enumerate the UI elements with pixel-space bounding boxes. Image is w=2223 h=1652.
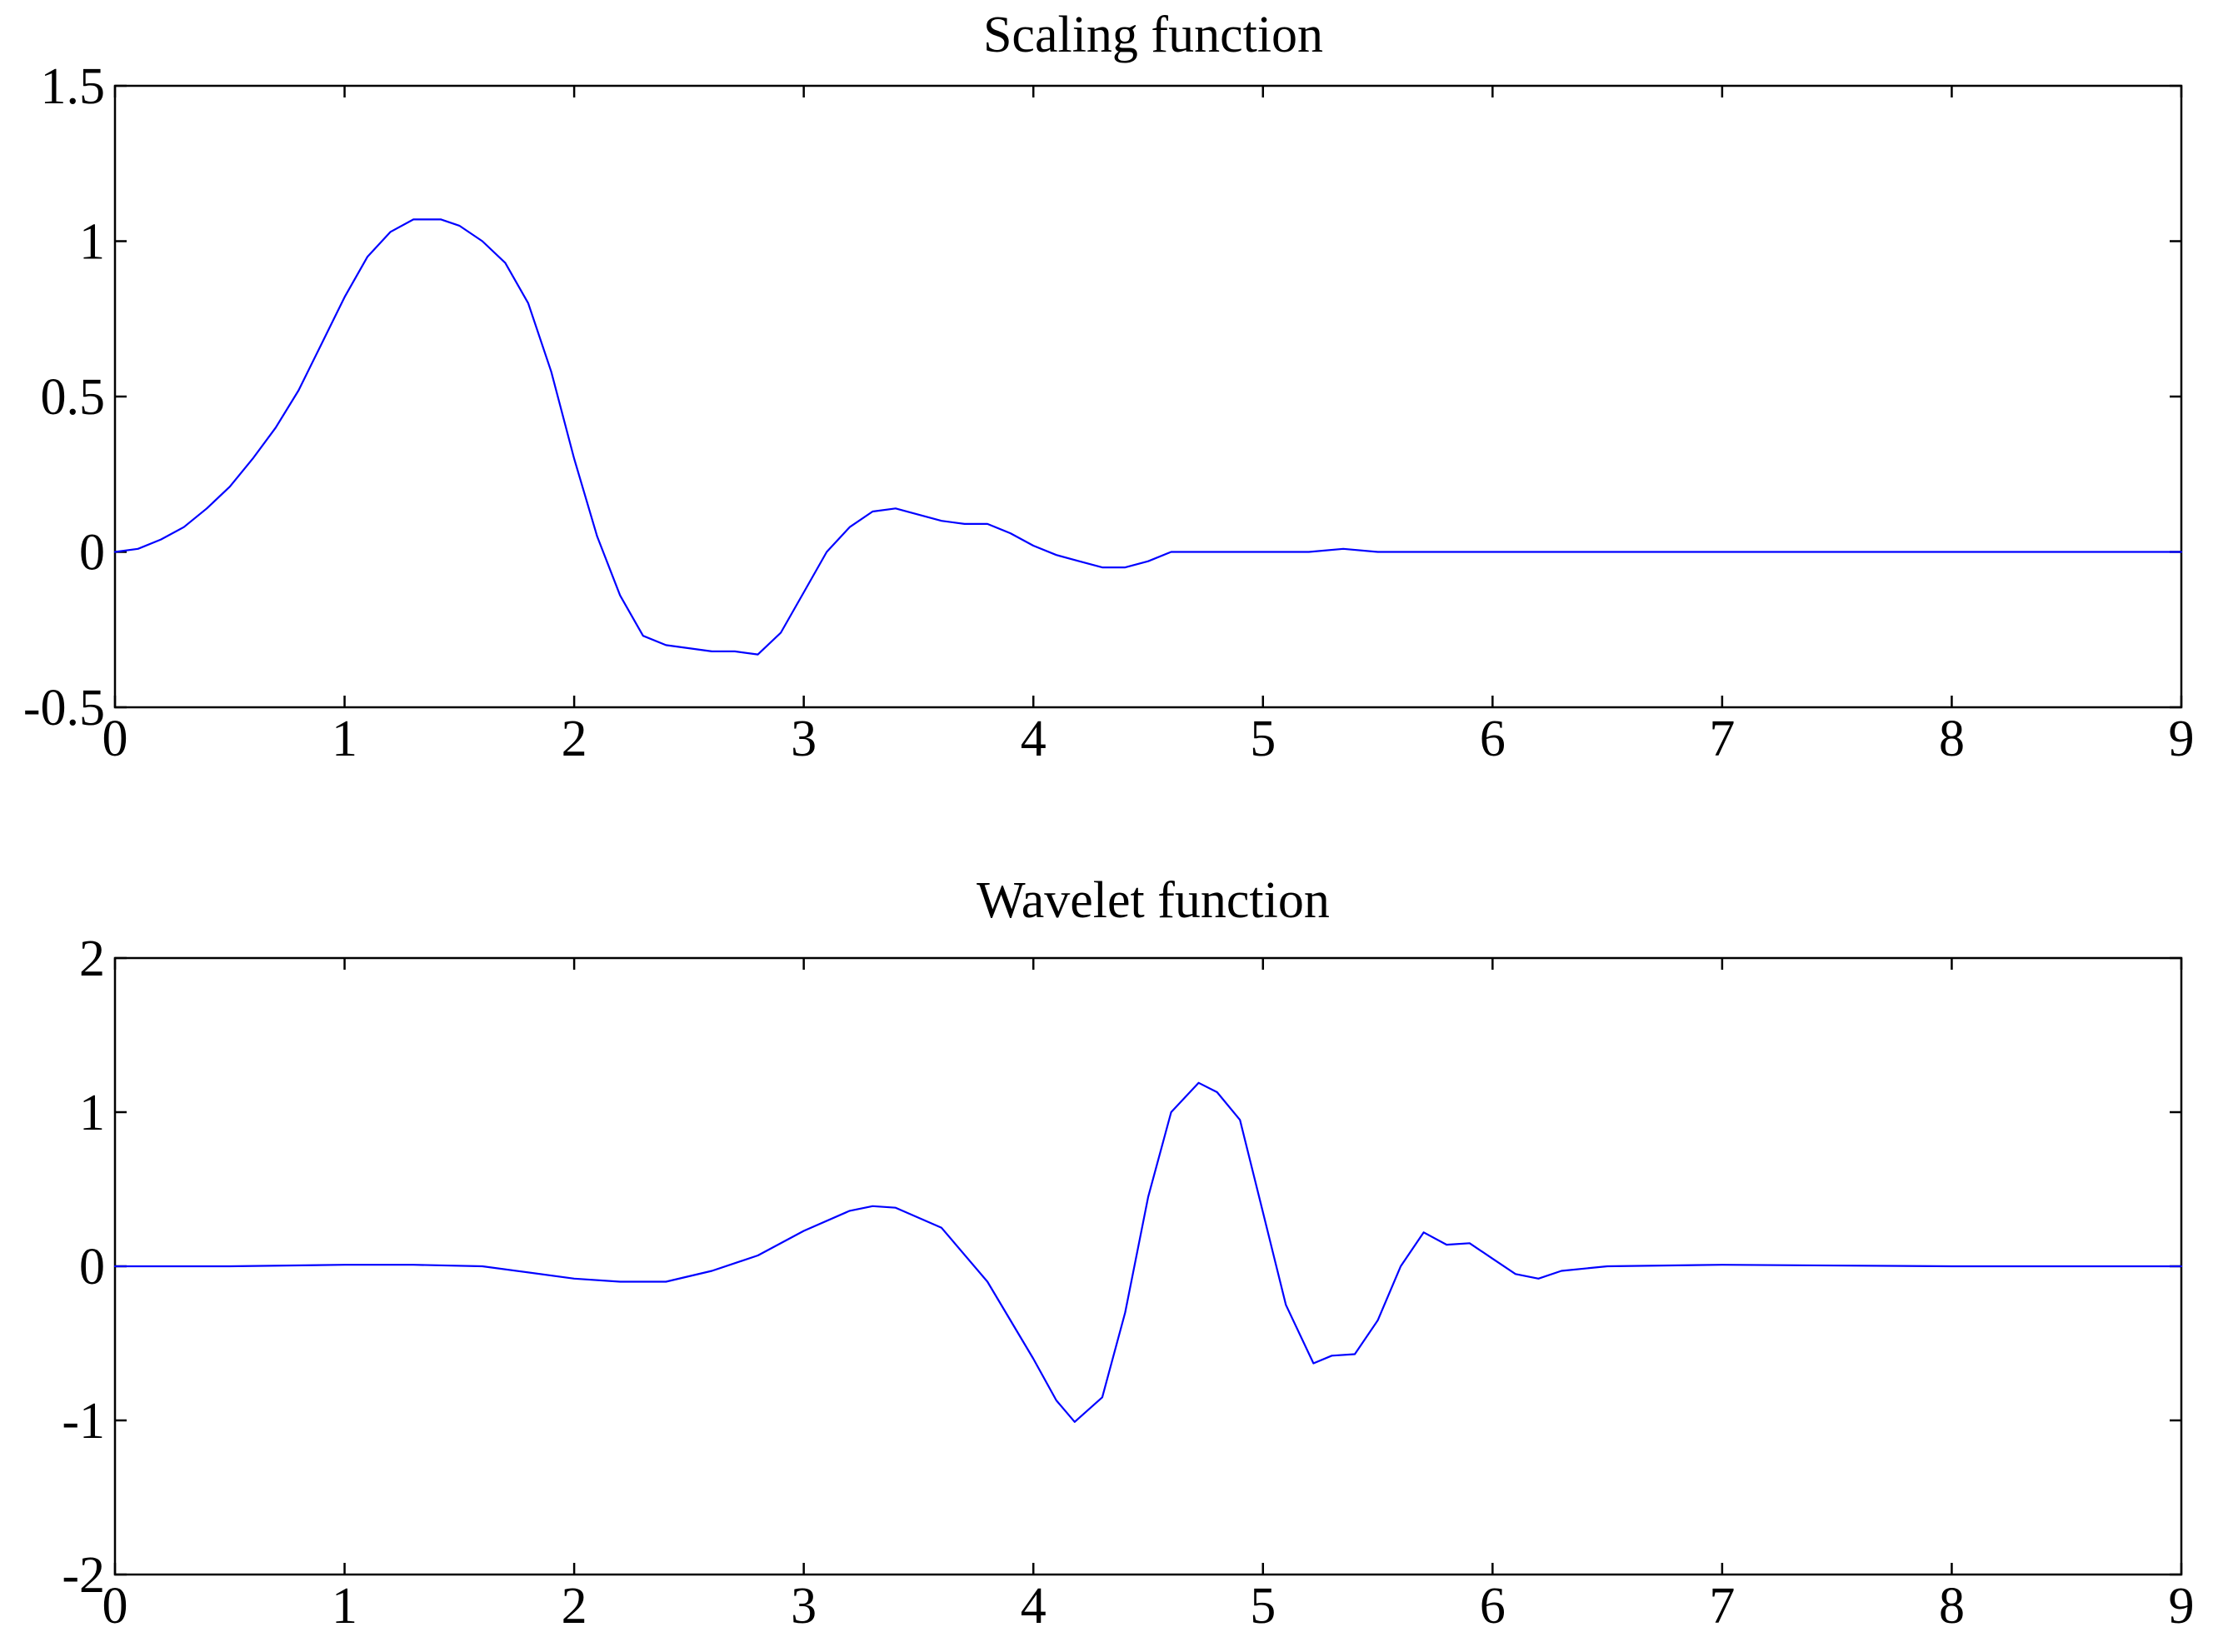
y-tick-label: 1 [79,1085,105,1141]
x-tick-label: 4 [1021,1578,1047,1635]
y-tick-label: 1.5 [41,58,106,115]
x-tick-label: 9 [2169,711,2195,767]
series-lines [113,1081,2183,1423]
x-tick-label: 7 [1709,711,1735,767]
y-tick-label: -0.5 [23,680,105,736]
x-tick-label: 2 [562,711,587,767]
plot-area-frame [113,84,2183,709]
x-tick-label: 4 [1021,711,1047,767]
x-tick-label: 6 [1480,711,1506,767]
y-tick-label: 1 [79,214,105,271]
y-tick-labels: -2 -1 0 1 2 [62,931,105,1604]
x-tick-label: 8 [1939,1578,1965,1635]
x-tick-label: 0 [102,711,128,767]
x-tick-label: 5 [1250,1578,1276,1635]
series-line [113,218,2183,656]
x-tick-label: 6 [1480,1578,1506,1635]
x-tick-label: 5 [1250,711,1276,767]
x-tick-label: 3 [791,1578,817,1635]
x-tick-label: 8 [1939,711,1965,767]
series-line [113,1081,2183,1423]
x-tick-label: 0 [102,1578,128,1635]
y-tick-label: 0 [79,1239,105,1295]
x-tick-label: 2 [562,1578,587,1635]
x-tick-label: 9 [2169,1578,2195,1635]
x-tick-labels: 0 1 2 3 4 5 6 7 8 9 [102,1578,2195,1635]
chart-title-wavelet: Wavelet function [977,872,1330,929]
y-tick-label: -2 [62,1547,105,1604]
x-tick-labels: 0 1 2 3 4 5 6 7 8 9 [102,711,2195,767]
x-tick-label: 1 [332,711,357,767]
wavelet-function-chart: Wavelet function -2 -1 0 1 2 0 1 2 3 4 5 6 7 8 9 [62,872,2194,1635]
y-tick-label: -1 [62,1393,105,1450]
x-tick-label: 3 [791,711,817,767]
y-tick-label: 2 [79,931,105,987]
y-tick-label: 0 [79,525,105,581]
axis-ticks [113,84,2183,709]
y-tick-labels: -0.5 0 0.5 1 1.5 [23,58,105,736]
x-tick-label: 7 [1709,1578,1735,1635]
chart-title-scaling: Scaling function [983,7,1323,63]
y-tick-label: 0.5 [41,369,106,426]
x-tick-label: 1 [332,1578,357,1635]
series-lines [113,218,2183,656]
